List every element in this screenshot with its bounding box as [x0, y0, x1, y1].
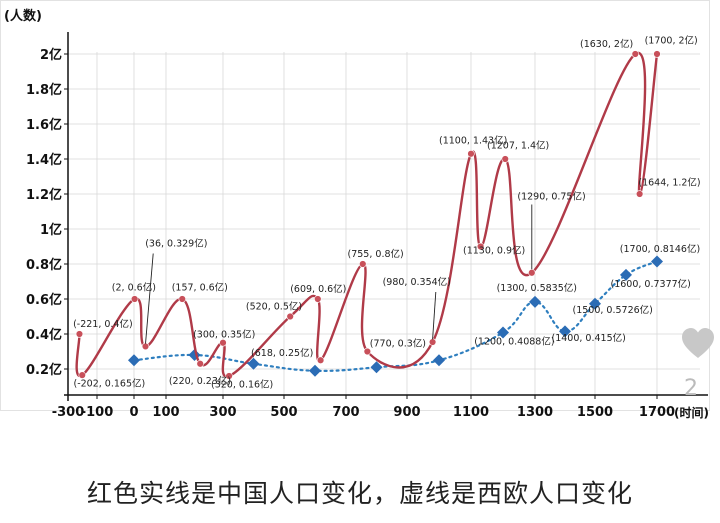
- china-data-label: (36, 0.329亿): [145, 238, 207, 250]
- y-tick-label: 2亿: [40, 47, 62, 63]
- x-tick-label: 100: [152, 405, 179, 420]
- europe-point-marker: [529, 295, 541, 308]
- europe-point-marker: [309, 364, 321, 377]
- china-point-marker: [467, 150, 475, 158]
- watermark: 2: [684, 376, 698, 401]
- china-data-label: (1207, 1.4亿): [487, 140, 549, 152]
- china-point-marker: [178, 295, 186, 303]
- china-data-label: (-202, 0.165亿): [74, 378, 146, 390]
- chart-frame: [0, 0, 710, 411]
- y-tick-label: 0.4亿: [26, 327, 62, 343]
- europe-point-marker: [559, 325, 571, 338]
- china-point-marker: [653, 50, 661, 58]
- china-data-label: (618, 0.25亿): [251, 347, 313, 359]
- x-tick-label: 1100: [453, 405, 489, 420]
- y-tick-label: 0.8亿: [26, 257, 62, 273]
- china-point-marker: [78, 371, 86, 379]
- china-data-label: (1630, 2亿): [580, 38, 633, 50]
- y-tick-label: 0.2亿: [26, 362, 62, 378]
- x-tick-label: 900: [393, 405, 420, 420]
- china-data-label: (1100, 1.43亿): [439, 134, 507, 146]
- europe-point-marker: [370, 361, 383, 374]
- y-tick-label: 0.6亿: [26, 292, 62, 308]
- europe-point-marker: [651, 255, 663, 268]
- china-data-label: (520, 0.5亿): [246, 301, 302, 313]
- x-tick-label: 1700: [639, 405, 675, 420]
- europe-point-marker: [620, 268, 632, 281]
- x-tick-label: 300: [209, 405, 236, 420]
- x-tick-label: 1500: [577, 405, 613, 420]
- leader-line: [432, 291, 437, 340]
- europe-data-label: (1500, 0.5726亿): [573, 304, 653, 316]
- x-tick-label: 700: [332, 405, 359, 420]
- china-point-marker: [635, 190, 644, 198]
- y-tick-label: 1.2亿: [26, 187, 62, 203]
- china-data-label: (1130, 0.9亿): [463, 245, 525, 257]
- china-point-marker: [314, 295, 322, 303]
- china-point-marker: [316, 356, 325, 364]
- china-point-marker: [528, 269, 536, 277]
- population-chart: 0.2亿 0.4亿 0.6亿 0.8亿 1亿 1.2亿 1.4亿 1.6亿 1.8亿 2亿 (人数)…: [0, 0, 710, 420]
- china-data-label: (220, 0.23亿): [169, 375, 231, 387]
- x-tick-label: 0: [129, 405, 138, 420]
- x-tick-label: 500: [270, 405, 297, 420]
- china-point-marker: [428, 338, 437, 346]
- heart-shape: [682, 328, 714, 358]
- china-point-marker: [631, 50, 639, 58]
- europe-point-marker: [128, 354, 140, 367]
- china-data-label: (770, 0.3亿): [370, 337, 426, 349]
- europe-point-marker: [497, 326, 509, 339]
- china-point-marker: [141, 342, 150, 351]
- x-tick-label: -300: [52, 405, 85, 420]
- y-tick-label: 1.8亿: [26, 82, 62, 98]
- china-point-marker: [196, 360, 204, 368]
- europe-data-label: (1600, 0.7377亿): [611, 278, 691, 290]
- china-data-label: (300, 0.35亿): [193, 329, 255, 341]
- europe-point-marker: [589, 297, 601, 310]
- y-tick-label: 1亿: [40, 222, 62, 238]
- europe-point-marker: [247, 357, 260, 370]
- china-data-label: (1290, 0.75亿): [517, 190, 585, 202]
- china-data-label: (980, 0.354亿): [383, 276, 451, 288]
- china-point-marker: [130, 295, 139, 303]
- china-point-marker: [75, 330, 84, 338]
- china-data-label: (609, 0.6亿): [290, 283, 346, 295]
- china-point-marker: [363, 347, 372, 356]
- china-data-label: (1644, 1.2亿): [638, 176, 700, 188]
- y-tick-label: 1.6亿: [26, 117, 62, 133]
- china-data-label: (1700, 2亿): [645, 35, 698, 47]
- china-series-line: [75, 51, 659, 378]
- china-point-marker: [476, 242, 485, 251]
- china-data-label: (157, 0.6亿): [172, 281, 228, 293]
- china-data-label: (320, 0.16亿): [211, 378, 273, 390]
- heart-icon[interactable]: [680, 326, 716, 362]
- china-point-marker: [359, 260, 367, 268]
- y-axis-label: (人数): [4, 8, 42, 24]
- chart-caption: 红色实线是中国人口变化，虚线是西欧人口变化: [86, 479, 633, 508]
- x-tick-label: 1300: [517, 405, 553, 420]
- china-data-label: (-221, 0.4亿): [73, 318, 133, 330]
- china-data-label: (2, 0.6亿): [112, 281, 156, 293]
- leader-line: [145, 253, 154, 344]
- china-point-marker: [501, 155, 509, 163]
- europe-data-label: (1400, 0.415亿): [552, 332, 626, 344]
- x-axis-label: (时间): [674, 405, 709, 420]
- china-point-marker: [225, 372, 233, 380]
- europe-data-label: (1700, 0.8146亿): [620, 243, 700, 255]
- x-tick-label: -100: [81, 405, 114, 420]
- china-data-label: (755, 0.8亿): [348, 248, 404, 260]
- y-tick-label: 1.4亿: [26, 152, 62, 168]
- europe-point-marker: [433, 354, 445, 367]
- china-point-marker: [219, 339, 227, 347]
- china-point-marker: [286, 312, 294, 321]
- europe-data-label: (1300, 0.5835亿): [497, 282, 577, 294]
- europe-data-label: (1200, 0.4088亿): [474, 336, 554, 348]
